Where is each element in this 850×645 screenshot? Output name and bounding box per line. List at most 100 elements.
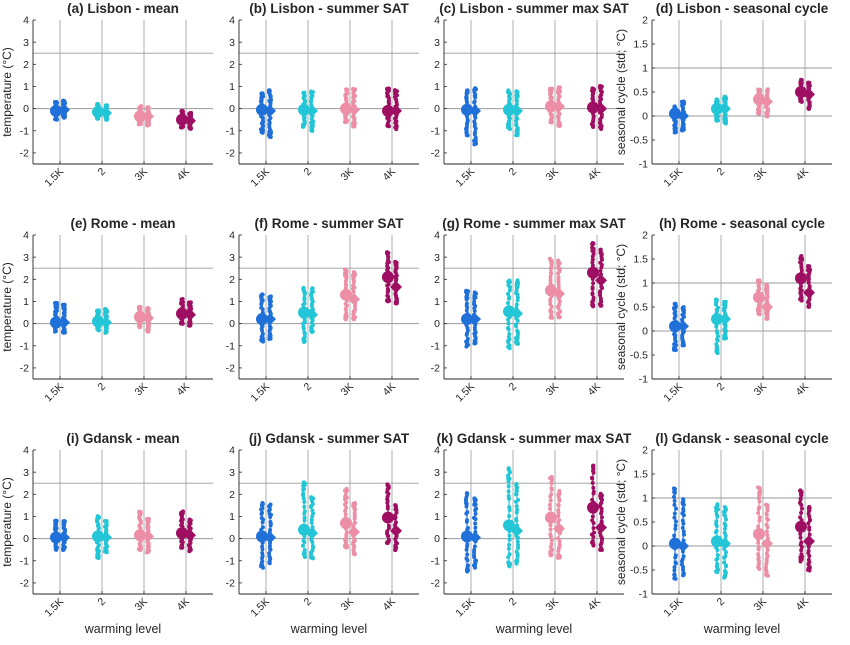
panel-l-ytick-label: 0.5 [633, 517, 648, 529]
panel-a-3-a-mean-circle [176, 113, 188, 126]
panel-l-3-b-member-point [807, 504, 812, 509]
panel-c-ytick-label: 2 [434, 59, 440, 71]
panel-d: (d) Lisbon - seasonal cycle -1 -0.5 0 0.5 1 1.… [614, 1, 832, 189]
panel-h-0-a-mean-circle [669, 320, 681, 333]
panel-c-ytick-label: 3 [434, 37, 440, 49]
panel-l-ytick-label: 2 [642, 445, 648, 457]
panel-h-ytick-label: 0 [642, 326, 648, 338]
panel-c-3-a-mean-circle [587, 101, 599, 114]
panel-d-1-a-mean-circle [711, 102, 723, 115]
panel-f-title: (f) Rome - summer SAT [254, 216, 404, 231]
panel-d-ytick-label: 2 [642, 15, 648, 27]
panel-b-3-b-member-point [393, 88, 398, 93]
panel-g-3-b-mean-diamond [595, 274, 607, 287]
panel-g-2-b-mean-diamond [553, 287, 565, 300]
panel-j-title: (j) Gdansk - summer SAT [249, 431, 410, 446]
panel-f: (f) Rome - summer SAT -2 -1 0 1 2 3 4 1.5K 2 3K 4K [226, 216, 419, 404]
panel-l-2-a-member-point [756, 524, 761, 529]
panel-l-0-b-mean-diamond [677, 540, 689, 552]
panel-j-3-a-member-point [385, 482, 390, 487]
panel-j-ytick-label: 4 [229, 445, 235, 457]
panel-e-3-b-mean-diamond [184, 308, 196, 321]
panel-j-1-b-member-point [309, 495, 314, 500]
panel-h-xtick-label: 4K [794, 381, 812, 399]
panel-j-xtick-label: 2 [302, 596, 315, 609]
panel-f-xtick-label: 1.5K [248, 381, 272, 405]
panel-b-ytick-label: 1 [229, 81, 235, 93]
panel-g-1-b-member-point [515, 278, 520, 283]
panel-e-3-a-mean-circle [176, 307, 188, 320]
panel-k-0-a-mean-circle [461, 530, 473, 543]
panel-i-ytick-label: 0 [23, 533, 29, 545]
panel-k-xlabel: warming level [495, 622, 572, 636]
panel-f-1-a-member-point [302, 301, 307, 306]
panel-b-xtick-label: 3K [339, 166, 357, 184]
panel-e-3-a-member-point [180, 296, 185, 301]
panel-i-2-b-mean-diamond [142, 530, 154, 543]
panel-j-0-b-mean-diamond [264, 531, 276, 544]
panel-i-1-b-mean-diamond [100, 531, 112, 544]
panel-a-0-a-mean-circle [50, 104, 62, 117]
panel-j-ytick-label: 2 [229, 489, 235, 501]
panel-c-xtick-label: 4K [586, 166, 604, 184]
panel-k-ytick-label: 2 [434, 489, 440, 501]
panel-b-0-b-mean-diamond [264, 104, 276, 117]
panel-h-ytick-label: 1.5 [633, 254, 648, 266]
panel-l-3-b-mean-diamond [803, 535, 815, 548]
panel-d-1-b-mean-diamond [719, 102, 731, 115]
panel-c-xtick-label: 3K [544, 166, 562, 184]
panel-a-ytick-label: 1 [23, 81, 29, 93]
panel-i-ytick-label: 3 [23, 467, 29, 479]
panel-e-ytick-label: 1 [23, 296, 29, 308]
panel-g-ytick-label: -2 [431, 363, 440, 375]
panel-g-ytick-label: 3 [434, 252, 440, 264]
panel-f-xtick-label: 2 [302, 381, 315, 394]
panel-d-ytick-label: 1.5 [633, 39, 648, 51]
panel-i-ytick-label: -2 [20, 578, 29, 590]
panel-i-ytick-label: -1 [20, 555, 29, 567]
panel-h-1-b-mean-diamond [719, 313, 731, 325]
panel-j-xlabel: warming level [290, 622, 367, 636]
panel-h-3-b-mean-diamond [803, 286, 815, 299]
panel-k-1-a-member-point [507, 552, 512, 557]
panel-i-ylabel: temperature (°C) [0, 477, 14, 567]
panel-f-ytick-label: 1 [229, 296, 235, 308]
panel-l-ytick-label: 1.5 [633, 469, 648, 481]
panel-c-0-a-mean-circle [461, 103, 473, 116]
panel-k-xtick-label: 1.5K [453, 596, 477, 620]
panel-b-ytick-label: -1 [226, 125, 235, 137]
panel-f-2-a-mean-circle [340, 288, 352, 301]
panel-k-2-b-member-point [556, 502, 561, 507]
panel-g-2-b-member-point [556, 258, 561, 263]
panel-i-2-a-mean-circle [134, 529, 146, 542]
panel-i-xtick-label: 1.5K [42, 596, 66, 620]
panel-e-xtick-label: 2 [96, 381, 109, 394]
panel-d-xtick-label: 1.5K [661, 166, 685, 190]
panel-a-xtick-label: 4K [175, 166, 193, 184]
panel-j-1-b-mean-diamond [306, 527, 318, 540]
panel-c-ytick-label: 4 [434, 15, 440, 27]
panel-h-xtick-label: 2 [715, 381, 728, 394]
panel-f-1-b-mean-diamond [306, 308, 318, 321]
panel-e-2-b-mean-diamond [142, 312, 154, 325]
panel-g-ytick-label: 4 [434, 230, 440, 242]
panel-g-3-b-member-point [598, 247, 603, 252]
panel-i-ytick-label: 4 [23, 445, 29, 457]
panel-j-ytick-label: -1 [226, 555, 235, 567]
panel-g-0-b-mean-diamond [469, 313, 481, 326]
panel-k-xtick-label: 4K [586, 596, 604, 614]
panel-k-2-a-mean-circle [545, 511, 557, 524]
panel-l-ytick-label: 1 [642, 493, 648, 505]
panel-f-2-b-mean-diamond [348, 293, 360, 306]
panel-l-ytick-label: -0.5 [630, 565, 648, 577]
panel-a-xtick-label: 1.5K [42, 166, 66, 190]
panel-d-2-b-mean-diamond [761, 95, 773, 108]
panel-l-3-a-mean-circle [795, 520, 807, 533]
panel-c: (c) Lisbon - summer max SAT -2 -1 0 1 2 3 4 1.5K… [431, 1, 630, 189]
panel-j-ytick-label: -2 [226, 578, 235, 590]
panel-f-0-a-member-point [260, 292, 265, 297]
panel-d-ytick-label: 0.5 [633, 87, 648, 99]
panel-k-xtick-label: 2 [507, 596, 520, 609]
panel-c-0-a-member-point [465, 88, 470, 93]
panel-e-ytick-label: -2 [20, 363, 29, 375]
